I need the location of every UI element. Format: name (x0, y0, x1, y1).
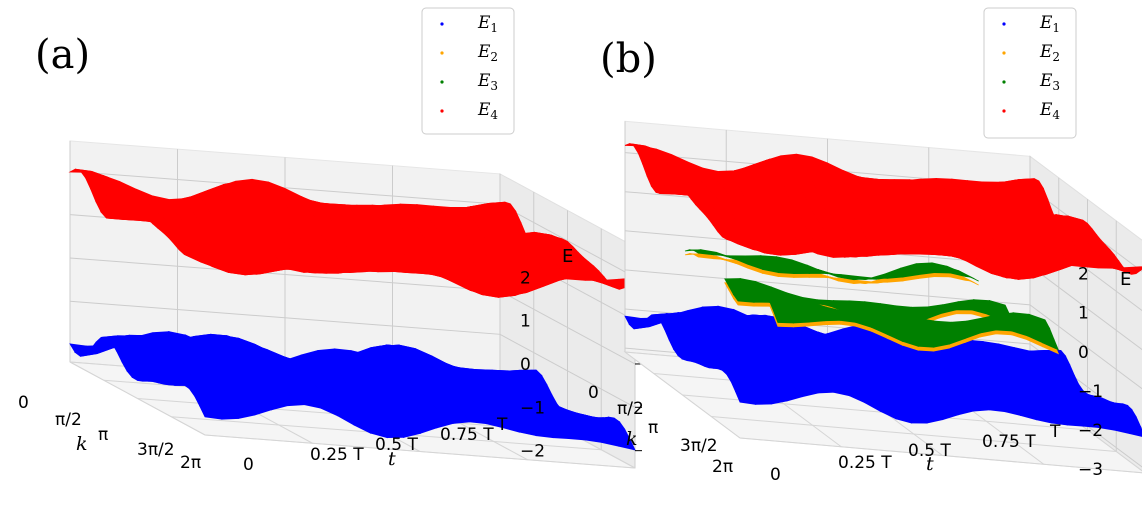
k-axis-label: k (76, 433, 88, 455)
t-tick-label: 0.75 T (440, 425, 494, 445)
surface-middle-band-e3 (684, 249, 1060, 351)
legend-marker (1002, 109, 1006, 113)
k-tick-label: 0 (18, 393, 29, 413)
t-tick-label: 0.5 T (908, 441, 951, 461)
legend-subscript: 4 (490, 108, 498, 122)
legend-marker (440, 22, 444, 26)
t-tick-label: 0 (243, 455, 254, 475)
z-tick-label: −3 (1078, 460, 1103, 480)
z-tick-label: 0 (1078, 343, 1089, 363)
z-axis-label: E (1120, 269, 1131, 290)
legend-subscript: 3 (490, 79, 498, 93)
z-tick-label: 2 (520, 268, 531, 288)
z-tick-label: 1 (520, 312, 531, 332)
grid-line (204, 434, 636, 469)
k-tick-label: 0 (588, 383, 599, 403)
surface-cell (612, 436, 636, 451)
k-tick-label: 2π (180, 453, 201, 473)
k-tick-label: 2π (712, 457, 733, 477)
surface-cell (1124, 266, 1142, 271)
grid-line (739, 437, 1142, 474)
grid-line (624, 269, 1142, 390)
panel-b: (b) −3 −2 −1 0 1 2 E 0 π/2π 3π/22π k 0 0.25 T 0.5 T 0.7… (588, 7, 1142, 485)
surface-cell (958, 274, 979, 286)
z-tick-label: −2 (1078, 421, 1103, 441)
k-tick-label: 3π/2 (137, 440, 175, 460)
legend-marker (1002, 80, 1006, 84)
t-tick-label: T (1049, 422, 1061, 442)
surface-cell (1124, 424, 1142, 437)
z-tick-label: 2 (1078, 265, 1089, 285)
grid-line (711, 416, 1117, 452)
t-tick-label: 0 (770, 465, 781, 485)
legend-marker (1002, 22, 1006, 26)
k-tick-label: π (98, 425, 108, 445)
k-tick-label: π/2 (55, 410, 82, 430)
z-tick-label: 0 (520, 355, 531, 375)
k-tick-label: π (648, 418, 658, 438)
legend-marker (1002, 51, 1006, 55)
t-tick-label: 0.25 T (838, 453, 892, 473)
panel-label: (a) (35, 32, 90, 78)
legend-box (421, 7, 515, 135)
panel-label: (b) (600, 36, 657, 82)
legend-box (983, 7, 1077, 139)
t-tick-label: T (496, 415, 508, 435)
legend-subscript: 2 (1052, 50, 1060, 64)
z-tick-label: −1 (1078, 382, 1103, 402)
grid-line (69, 300, 636, 408)
t-tick-label: 0.5 T (375, 435, 418, 455)
legend-subscript: 1 (490, 21, 498, 35)
legend-subscript: 2 (490, 50, 498, 64)
surface-cell (958, 270, 979, 282)
k-axis-label: k (626, 428, 638, 450)
legend-subscript: 4 (1052, 108, 1060, 122)
legend-marker (440, 51, 444, 55)
t-axis-label: t (926, 453, 934, 475)
legend-marker (440, 80, 444, 84)
surface-upper-band (624, 143, 1142, 280)
z-tick-label: −2 (520, 442, 545, 462)
t-axis-label: t (388, 448, 396, 470)
t-tick-label: 0.75 T (982, 432, 1036, 452)
legend-subscript: 3 (1052, 79, 1060, 93)
k-tick-label: 3π/2 (680, 436, 718, 456)
t-tick-label: 0.25 T (310, 445, 364, 465)
legend-marker (440, 109, 444, 113)
legend-subscript: 1 (1052, 21, 1060, 35)
surface-lower-band (69, 330, 636, 451)
k-tick-label: π/2 (617, 399, 644, 419)
surface-cell (1037, 329, 1060, 351)
z-tick-label: −1 (520, 398, 545, 418)
z-tick-label: 1 (1078, 304, 1089, 324)
surface-upper-band (68, 168, 637, 298)
z-axis-label: E (562, 246, 573, 267)
